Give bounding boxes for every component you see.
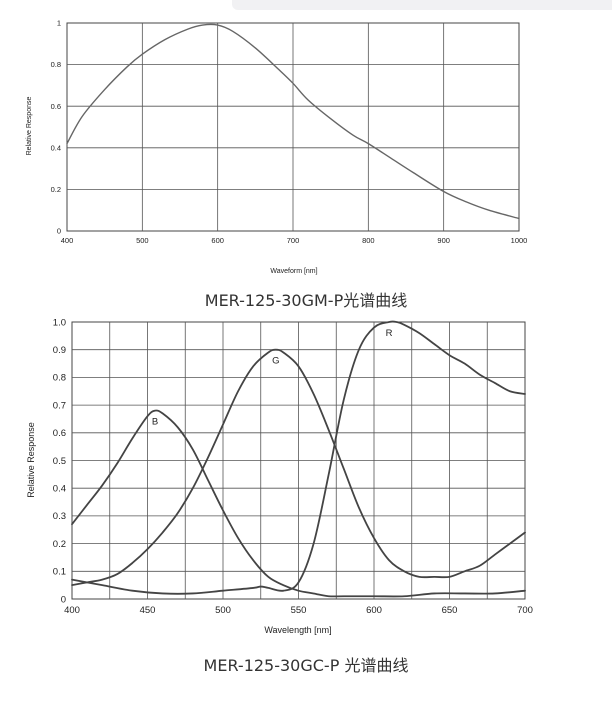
y-tick-label: 0.8 <box>51 60 61 69</box>
x-tick-label: 700 <box>517 605 533 616</box>
x-tick-label: 1000 <box>511 236 528 245</box>
y-tick-label: 0 <box>57 227 61 236</box>
chart-color-spectral-response: 400 450 500 550 600 650 700 0 0.1 0.2 0.3 0.4 0.5 0.6… <box>26 317 533 635</box>
series-labels: B G R <box>152 328 393 428</box>
chart-grid <box>71 321 526 600</box>
y-tick-label: 0.7 <box>53 400 66 411</box>
chart-grid <box>66 22 520 232</box>
y-axis-label: Relative Response <box>26 97 33 156</box>
y-tick-label: 0.6 <box>51 102 61 111</box>
y-tick-label: 0.4 <box>53 484 66 495</box>
chart-series <box>71 320 526 598</box>
series-label-r: R <box>386 328 393 339</box>
x-tick-label: 900 <box>437 236 450 245</box>
y-tick-label: 0.2 <box>51 185 61 194</box>
series-line-1 <box>66 23 520 220</box>
x-axis-label: Waveform [nm] <box>270 268 317 275</box>
y-tick-label: 1 <box>57 19 61 28</box>
y-axis-label: Relative Response <box>26 422 36 498</box>
x-tick-label: 500 <box>136 236 149 245</box>
y-tick-label: 0.5 <box>53 456 66 467</box>
series-label-b: B <box>152 417 158 428</box>
series-line-b <box>71 409 526 598</box>
y-tick-label: 0.8 <box>53 373 66 384</box>
y-tick-label: 0.9 <box>53 345 66 356</box>
chart-tick-labels: 400 450 500 550 600 650 700 0 0.1 0.2 0.3 0.4 0.5 0.6… <box>53 317 533 616</box>
x-tick-label: 600 <box>366 605 382 616</box>
x-tick-label: 800 <box>362 236 375 245</box>
x-tick-label: 700 <box>287 236 300 245</box>
y-tick-label: 0 <box>61 594 66 605</box>
x-tick-label: 550 <box>291 605 307 616</box>
x-axis-label: Wavelength [nm] <box>264 625 331 635</box>
x-tick-label: 450 <box>140 605 156 616</box>
top-window-edge <box>232 0 612 10</box>
series-line-g <box>71 348 526 587</box>
caption-color-chart: MER-125-30GC-P 光谱曲线 <box>203 656 409 675</box>
y-tick-label: 1.0 <box>53 317 66 328</box>
x-tick-label: 500 <box>215 605 231 616</box>
chart-series <box>66 23 520 220</box>
series-line-r <box>71 320 526 595</box>
x-tick-label: 400 <box>61 236 74 245</box>
chart-mono-spectral-response: 400 500 600 700 800 900 1000 0 0.2 0.4 0.6 0.8 1 Wav… <box>26 19 528 275</box>
chart-tick-labels: 400 500 600 700 800 900 1000 0 0.2 0.4 0.6 0.8 1 <box>51 19 528 245</box>
x-tick-label: 400 <box>64 605 80 616</box>
series-label-g: G <box>272 356 279 367</box>
x-tick-label: 600 <box>211 236 224 245</box>
y-tick-label: 0.1 <box>53 567 66 578</box>
x-tick-label: 650 <box>442 605 458 616</box>
y-tick-label: 0.4 <box>51 143 61 152</box>
y-tick-label: 0.2 <box>53 539 66 550</box>
caption-mono-chart: MER-125-30GM-P光谱曲线 <box>204 291 408 310</box>
y-tick-label: 0.6 <box>53 428 66 439</box>
y-tick-label: 0.3 <box>53 511 66 522</box>
